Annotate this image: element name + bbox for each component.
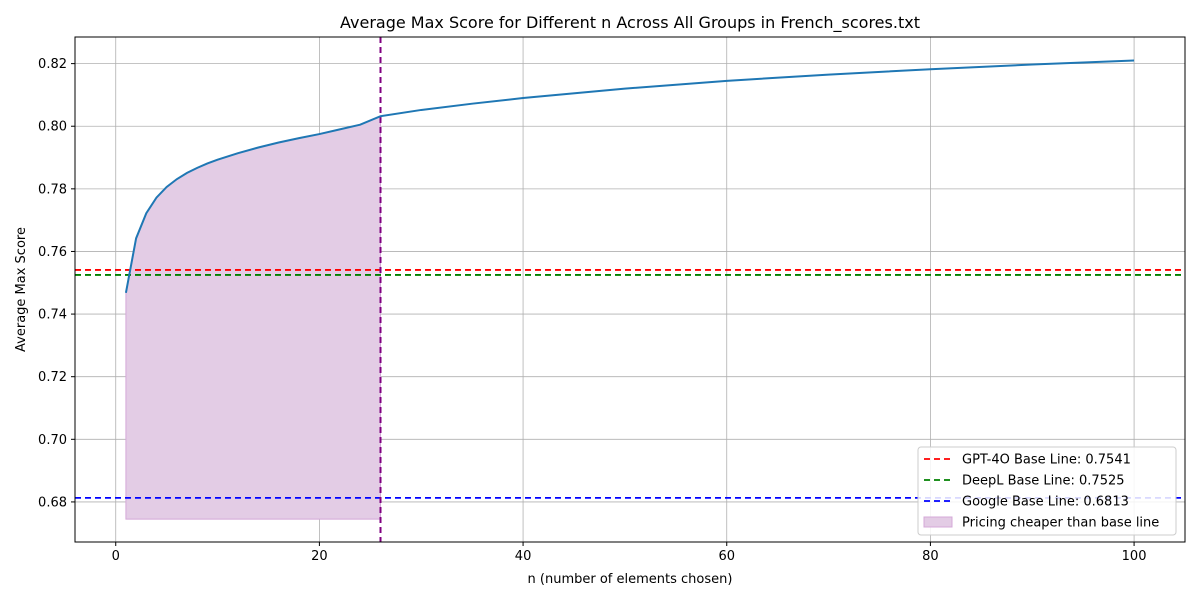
score-curve (124, 59, 1135, 293)
legend-box (917, 446, 1177, 536)
plot-frame (74, 36, 1186, 543)
y-axis-label: Average Max Score (14, 227, 29, 352)
legend-label: GPT-4O Base Line: 0.7541 (962, 453, 1131, 468)
x-tick-label: 40 (515, 549, 532, 564)
legend-label: Google Base Line: 0.6813 (962, 495, 1129, 510)
y-tick-label: 0.76 (38, 245, 67, 260)
y-ticks: 0.68 0.70 0.72 0.74 0.76 0.78 0.80 0.82 (38, 57, 75, 510)
chart-title: Average Max Score for Different n Across… (340, 13, 920, 33)
x-tick-label: 60 (718, 549, 735, 564)
legend-label: DeepL Base Line: 0.7525 (962, 474, 1125, 489)
y-tick-label: 0.70 (38, 433, 67, 448)
y-tick-label: 0.78 (38, 182, 67, 197)
legend-swatch (923, 516, 953, 528)
legend-label: Pricing cheaper than base line (962, 516, 1159, 531)
y-tick-label: 0.80 (38, 120, 67, 135)
x-axis-label: n (number of elements chosen) (528, 572, 733, 587)
x-tick-label: 100 (1122, 549, 1147, 564)
y-tick-label: 0.82 (38, 57, 67, 72)
curve-group (124, 59, 1135, 293)
y-tick-label: 0.74 (38, 308, 67, 323)
legend: GPT-4O Base Line: 0.7541 DeepL Base Line:… (917, 446, 1177, 536)
y-tick-label: 0.72 (38, 370, 67, 385)
x-tick-label: 0 (112, 549, 120, 564)
x-tick-label: 20 (311, 549, 328, 564)
x-ticks: 0 20 40 60 80 100 (112, 542, 1147, 564)
y-tick-label: 0.68 (38, 495, 67, 510)
x-tick-label: 80 (922, 549, 939, 564)
